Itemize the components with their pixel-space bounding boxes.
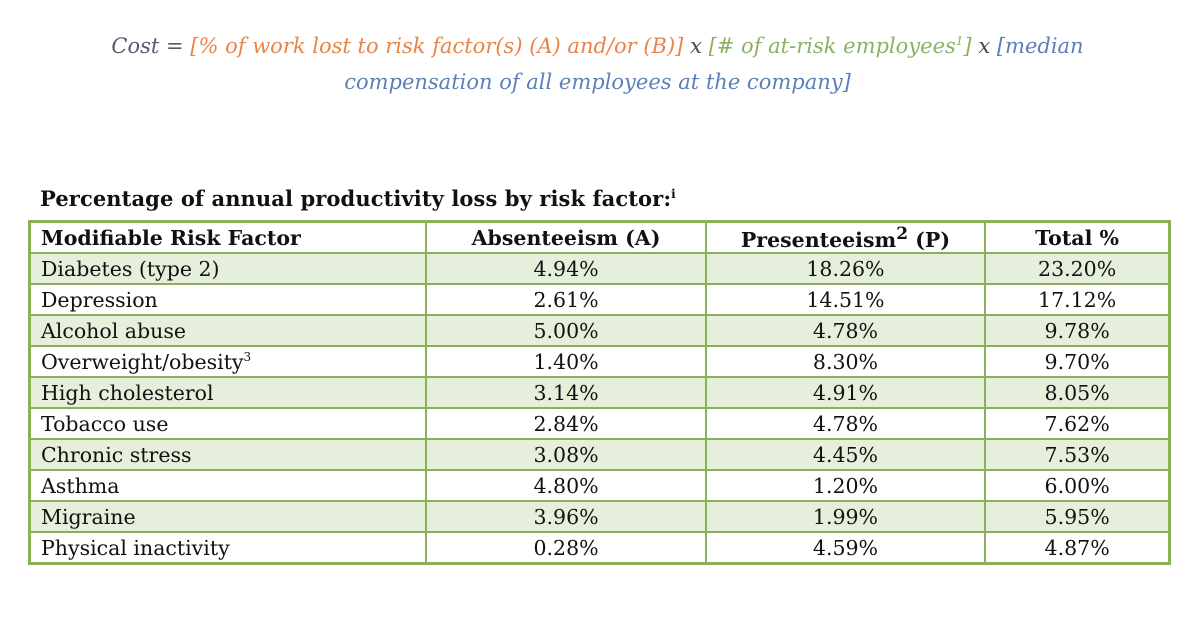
cell-risk-factor: Depression bbox=[28, 283, 428, 316]
cell-absenteeism: 3.08% bbox=[425, 438, 707, 471]
cell-absenteeism: 0.28% bbox=[425, 531, 707, 565]
risk-factor-name: Diabetes (type 2) bbox=[41, 256, 220, 281]
cell-presenteeism: 4.59% bbox=[704, 531, 987, 565]
cell-risk-factor: Asthma bbox=[28, 469, 428, 502]
formula-multiply-1: x bbox=[690, 34, 702, 58]
cell-absenteeism: 5.00% bbox=[425, 314, 707, 347]
cell-total: 7.53% bbox=[984, 438, 1171, 471]
header-absenteeism: Absenteeism (A) bbox=[425, 220, 707, 254]
risk-factor-table: Modifiable Risk Factor Absenteeism (A) P… bbox=[28, 220, 1171, 565]
cell-total: 6.00% bbox=[984, 469, 1171, 502]
cell-risk-factor: Overweight/obesity3 bbox=[28, 345, 428, 378]
cell-total: 7.62% bbox=[984, 407, 1171, 440]
cell-presenteeism: 1.20% bbox=[704, 469, 987, 502]
header-presenteeism-text: Presenteeism bbox=[740, 227, 897, 252]
cell-absenteeism: 4.94% bbox=[425, 252, 707, 285]
table-row: Physical inactivity 0.28% 4.59% 4.87% bbox=[28, 531, 1171, 565]
cell-risk-factor: Physical inactivity bbox=[28, 531, 428, 565]
cell-absenteeism: 2.61% bbox=[425, 283, 707, 316]
formula-at-risk-term: [# of at-risk employees1] bbox=[709, 34, 972, 58]
header-presenteeism-suffix: (P) bbox=[908, 227, 951, 252]
table-row: Migraine 3.96% 1.99% 5.95% bbox=[28, 500, 1171, 533]
header-total: Total % bbox=[984, 220, 1171, 254]
cost-formula: Cost = [% of work lost to risk factor(s)… bbox=[40, 28, 1155, 100]
cell-presenteeism: 18.26% bbox=[704, 252, 987, 285]
risk-factor-name: Physical inactivity bbox=[41, 535, 230, 560]
cell-total: 17.12% bbox=[984, 283, 1171, 316]
cell-absenteeism: 4.80% bbox=[425, 469, 707, 502]
cell-absenteeism: 3.14% bbox=[425, 376, 707, 409]
header-risk-factor: Modifiable Risk Factor bbox=[28, 220, 428, 254]
cell-risk-factor: Chronic stress bbox=[28, 438, 428, 471]
formula-work-lost-term: [% of work lost to risk factor(s) (A) an… bbox=[190, 34, 684, 58]
table-row: Chronic stress 3.08% 4.45% 7.53% bbox=[28, 438, 1171, 471]
table-row: Tobacco use 2.84% 4.78% 7.62% bbox=[28, 407, 1171, 440]
table-row: Overweight/obesity3 1.40% 8.30% 9.70% bbox=[28, 345, 1171, 378]
cell-presenteeism: 4.78% bbox=[704, 407, 987, 440]
cell-total: 4.87% bbox=[984, 531, 1171, 565]
cell-risk-factor: Alcohol abuse bbox=[28, 314, 428, 347]
table-row: Diabetes (type 2) 4.94% 18.26% 23.20% bbox=[28, 252, 1171, 285]
risk-factor-name: Alcohol abuse bbox=[41, 318, 187, 343]
cell-risk-factor: Tobacco use bbox=[28, 407, 428, 440]
cell-presenteeism: 4.45% bbox=[704, 438, 987, 471]
header-presenteeism-footnote: 2 bbox=[896, 223, 909, 244]
risk-factor-name: Chronic stress bbox=[41, 442, 192, 467]
risk-factor-footnote: 3 bbox=[243, 349, 252, 364]
cell-risk-factor: Diabetes (type 2) bbox=[28, 252, 428, 285]
risk-factor-name: Migraine bbox=[41, 504, 136, 529]
table-row: Depression 2.61% 14.51% 17.12% bbox=[28, 283, 1171, 316]
cell-risk-factor: Migraine bbox=[28, 500, 428, 533]
cell-total: 9.78% bbox=[984, 314, 1171, 347]
table-row: High cholesterol 3.14% 4.91% 8.05% bbox=[28, 376, 1171, 409]
cell-presenteeism: 4.78% bbox=[704, 314, 987, 347]
formula-cost-label: Cost = bbox=[111, 34, 184, 58]
table-title-footnote: i bbox=[671, 187, 676, 201]
cell-total: 5.95% bbox=[984, 500, 1171, 533]
cell-risk-factor: High cholesterol bbox=[28, 376, 428, 409]
cell-total: 23.20% bbox=[984, 252, 1171, 285]
cell-presenteeism: 8.30% bbox=[704, 345, 987, 378]
cell-presenteeism: 4.91% bbox=[704, 376, 987, 409]
cell-absenteeism: 3.96% bbox=[425, 500, 707, 533]
cell-absenteeism: 2.84% bbox=[425, 407, 707, 440]
table-row: Alcohol abuse 5.00% 4.78% 9.78% bbox=[28, 314, 1171, 347]
risk-factor-name: Depression bbox=[41, 287, 158, 312]
risk-factor-name: Overweight/obesity bbox=[41, 349, 244, 374]
cell-total: 9.70% bbox=[984, 345, 1171, 378]
risk-factor-name: Tobacco use bbox=[41, 411, 169, 436]
formula-at-risk-text: [# of at-risk employees bbox=[708, 34, 956, 58]
cell-presenteeism: 14.51% bbox=[704, 283, 987, 316]
formula-footnote-1: 1 bbox=[955, 34, 964, 48]
table-title-text: Percentage of annual productivity loss b… bbox=[40, 186, 672, 211]
risk-factor-name: Asthma bbox=[41, 473, 120, 498]
cell-presenteeism: 1.99% bbox=[704, 500, 987, 533]
table-title: Percentage of annual productivity loss b… bbox=[40, 186, 676, 211]
table-row: Asthma 4.80% 1.20% 6.00% bbox=[28, 469, 1171, 502]
formula-multiply-2: x bbox=[978, 34, 991, 58]
table-header-row: Modifiable Risk Factor Absenteeism (A) P… bbox=[28, 220, 1171, 254]
cell-total: 8.05% bbox=[984, 376, 1171, 409]
formula-at-risk-close: ] bbox=[963, 34, 972, 58]
header-presenteeism: Presenteeism2 (P) bbox=[704, 220, 987, 254]
formula-compensation-term: [median compensation of all employees at… bbox=[344, 34, 1084, 94]
risk-factor-name: High cholesterol bbox=[41, 380, 214, 405]
cell-absenteeism: 1.40% bbox=[425, 345, 707, 378]
